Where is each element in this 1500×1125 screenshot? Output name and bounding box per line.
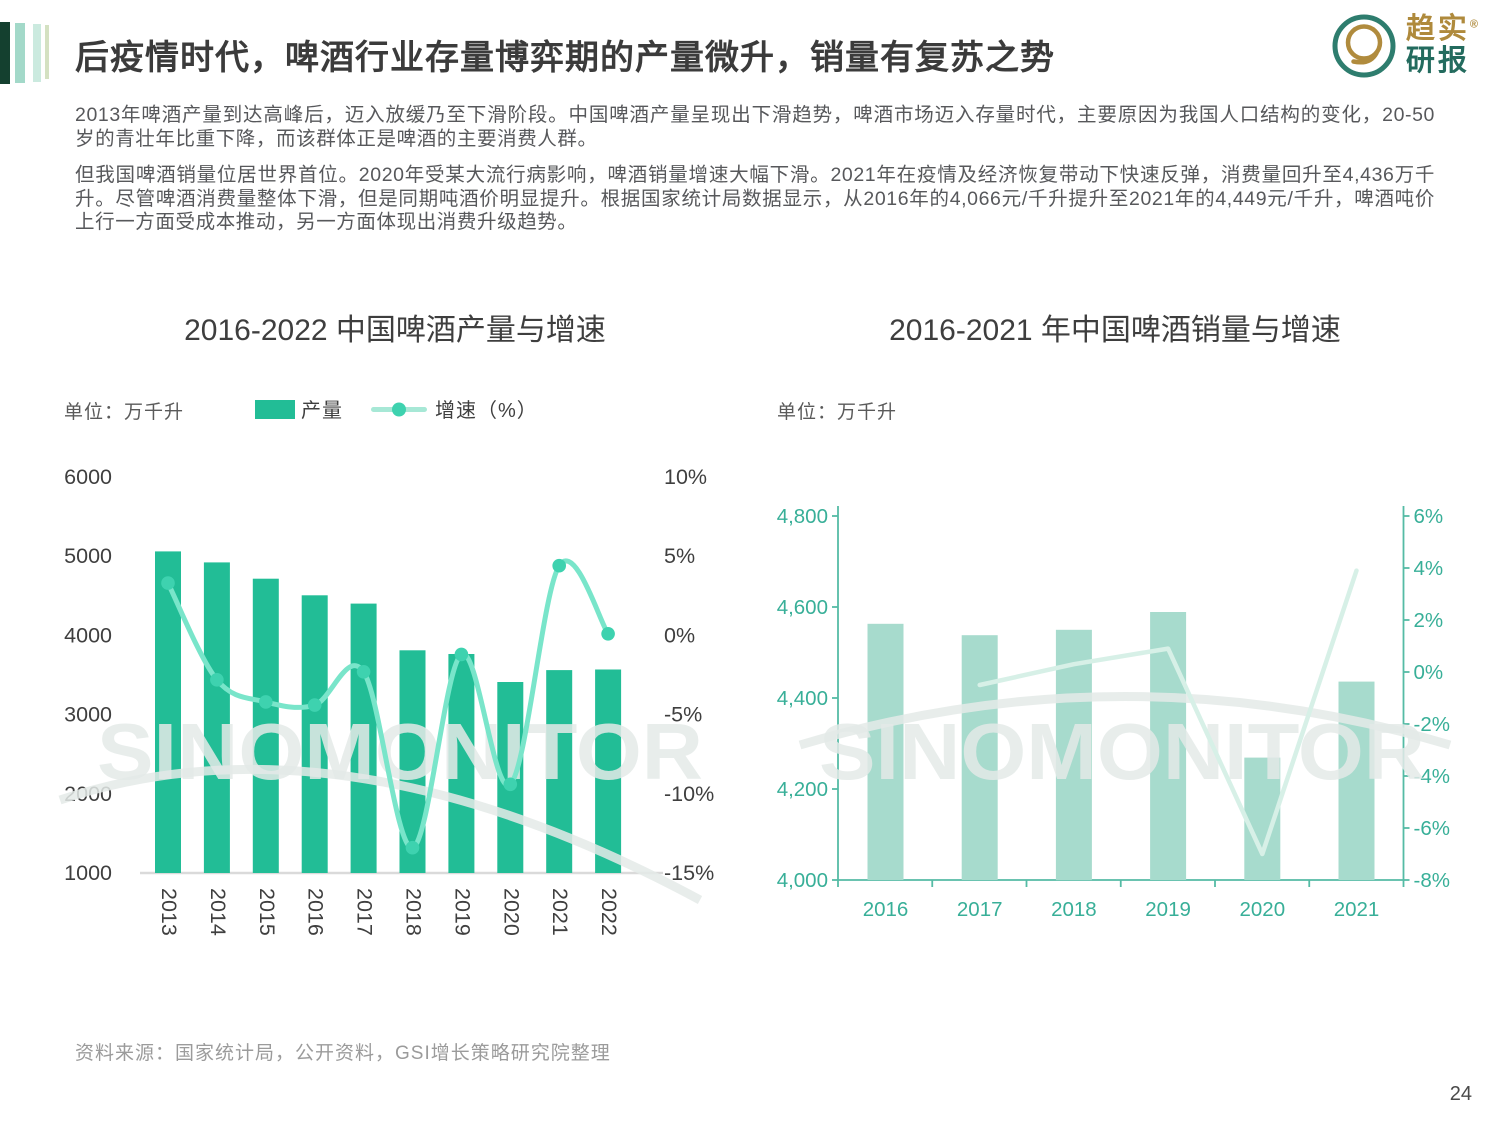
- right-y-axis-label: -8%: [1414, 869, 1450, 892]
- growth-line: [977, 568, 1359, 857]
- x-axis-label-2017: 2017: [353, 888, 377, 936]
- right-y-axis-label: 10%: [664, 465, 707, 489]
- x-axis-label-2021: 2021: [548, 888, 572, 936]
- growth-point-2021: [552, 558, 566, 573]
- growth-point-2018: [405, 840, 420, 855]
- brand-logo-text: 趋实® 研报: [1405, 13, 1478, 78]
- legend-bar-swatch: [255, 399, 295, 419]
- watermark-arc: [798, 692, 1452, 750]
- x-axis-label-2017: 2017: [957, 898, 1003, 921]
- registered-mark: ®: [1469, 18, 1478, 31]
- brand-logo-icon: [1332, 14, 1396, 78]
- x-axis-label-2022: 2022: [597, 888, 621, 936]
- x-axis-label-2020: 2020: [1239, 898, 1285, 921]
- growth-point-2020: [503, 777, 518, 792]
- right-y-axis-label: 4%: [1414, 557, 1444, 580]
- x-axis-label-2018: 2018: [1051, 898, 1097, 921]
- production-chart-title: 2016-2022 中国啤酒产量与增速: [184, 314, 606, 347]
- x-axis-label-2013: 2013: [157, 888, 181, 936]
- watermark-text: SINOMONITOR: [819, 707, 1425, 796]
- growth-line: [165, 558, 611, 851]
- x-axis-label-2016: 2016: [304, 888, 328, 936]
- sales-bar-2016: [867, 623, 904, 880]
- right-y-axis-label: -2%: [1414, 713, 1450, 736]
- left-y-axis-label: 5000: [64, 544, 112, 568]
- left-y-axis-label: 4000: [64, 623, 112, 647]
- x-axis-label-2019: 2019: [1145, 898, 1191, 921]
- left-y-axis-label: 4,000: [777, 869, 828, 892]
- production-bar-2016: [301, 595, 328, 873]
- left-y-axis-label: 1000: [64, 861, 112, 885]
- sales-bar-2017: [961, 635, 998, 880]
- growth-point-2019: [454, 647, 469, 662]
- growth-point-2013: [161, 576, 175, 590]
- title-accent-stripes: [0, 22, 49, 84]
- sales-chart-title: 2016-2021 年中国啤酒销量与增速: [889, 314, 1341, 347]
- right-y-axis-label: 2%: [1414, 609, 1444, 632]
- sales-chart-unit-label: 单位：万千升: [777, 402, 898, 423]
- watermark-text: SINOMONITOR: [97, 707, 703, 796]
- left-y-axis-label: 6000: [64, 465, 112, 489]
- growth-point-2022: [601, 627, 615, 641]
- intro-text-block: 2013年啤酒产量到达高峰后，迈入放缓乃至下滑阶段。中国啤酒产量呈现出下滑趋势，…: [75, 104, 1435, 248]
- right-y-axis-label: -5%: [664, 703, 702, 727]
- x-axis-label-2016: 2016: [863, 898, 909, 921]
- x-axis-label-2019: 2019: [450, 888, 474, 936]
- x-axis-label-2021: 2021: [1334, 898, 1380, 921]
- accent-stripe: [15, 23, 25, 83]
- x-axis-label-2018: 2018: [402, 888, 426, 936]
- accent-stripe: [33, 24, 41, 82]
- legend-label-growth: 增速（%）: [435, 400, 538, 422]
- production-bar-2014: [203, 562, 230, 873]
- growth-point-2014: [210, 673, 224, 687]
- left-y-axis-label: 4,400: [777, 687, 828, 710]
- x-axis-label-2014: 2014: [206, 888, 230, 936]
- brand-logo: 趋实® 研报: [1330, 12, 1478, 80]
- left-y-axis-label: 4,600: [777, 596, 828, 619]
- sales-bar-2019: [1150, 612, 1187, 880]
- production-chart-canvas: 60005000400030002000100010%5%0%-5%-10%-1…: [58, 465, 714, 936]
- legend-label-production: 产量: [301, 400, 343, 422]
- production-bar-2019: [448, 654, 475, 873]
- intro-paragraph-2: 但我国啤酒销量位居世界首位。2020年受某大流行病影响，啤酒销量增速大幅下滑。2…: [75, 164, 1435, 233]
- sales-chart-canvas: 4,800 4,600 4,400 4,200 4,000 6% 4% 2% 0% -2% -4% -…: [777, 505, 1452, 921]
- brand-name-line2: 研报: [1405, 45, 1470, 77]
- production-bar-2017: [350, 603, 377, 873]
- production-chart-legend: 产量 增速（%）: [255, 394, 538, 423]
- left-y-axis-label: 3000: [64, 703, 112, 727]
- brand-name-line1: 趋实®: [1405, 13, 1478, 46]
- left-y-axis-label: 4,200: [777, 778, 828, 801]
- production-chart-unit-label: 单位：万千升: [64, 402, 185, 423]
- page-number: 24: [1449, 1083, 1472, 1105]
- right-y-axis-label: -4%: [1414, 765, 1450, 788]
- left-y-axis-label: 4,800: [777, 505, 828, 528]
- source-note: 资料来源：国家统计局，公开资料，GSI增长策略研究院整理: [75, 1043, 611, 1064]
- x-axis-label-2015: 2015: [255, 888, 279, 936]
- right-y-axis-label: 6%: [1414, 505, 1444, 528]
- legend-line-swatch: [371, 402, 427, 416]
- sales-bar-2018: [1055, 629, 1092, 881]
- right-y-axis-label: -6%: [1414, 817, 1450, 840]
- growth-point-2016: [307, 698, 322, 712]
- accent-stripe: [0, 22, 10, 84]
- right-y-axis-label: 0%: [664, 623, 695, 647]
- right-y-axis-label: 5%: [664, 544, 695, 568]
- x-axis-label-2020: 2020: [499, 888, 523, 936]
- page-title: 后疫情时代，啤酒行业存量博弈期的产量微升，销量有复苏之势: [75, 39, 1055, 77]
- watermark-arc: [58, 764, 703, 904]
- production-bar-2015: [252, 578, 279, 873]
- growth-point-2015: [259, 695, 273, 709]
- growth-point-2017: [356, 665, 371, 679]
- right-y-axis-label: -10%: [664, 782, 714, 806]
- intro-paragraph-1: 2013年啤酒产量到达高峰后，迈入放缓乃至下滑阶段。中国啤酒产量呈现出下滑趋势，…: [75, 104, 1435, 150]
- right-y-axis-label: 0%: [1414, 661, 1444, 684]
- production-bar-2022: [595, 669, 622, 873]
- accent-stripe: [45, 25, 49, 79]
